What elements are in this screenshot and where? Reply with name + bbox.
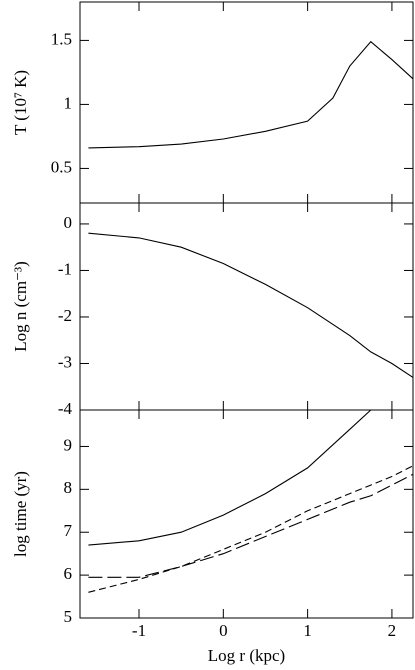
x-tick-label: -1 [132, 621, 146, 640]
panel-frame [79, 409, 414, 619]
y-tick-label: 1 [64, 93, 73, 112]
y-tick-label: 9 [64, 435, 73, 454]
x-tick-label: 0 [219, 621, 228, 640]
y-tick-label: -3 [58, 352, 72, 371]
y-axis-label: Log n (cm⁻³) [11, 261, 30, 352]
y-tick-label: 7 [64, 521, 73, 540]
y-tick-label: -4 [58, 399, 73, 418]
data-line [88, 465, 414, 593]
panel-frame [79, 202, 414, 411]
panel-frame [79, 1, 414, 204]
y-tick-label: 0.5 [51, 157, 72, 176]
x-tick-label: 1 [303, 621, 312, 640]
y-tick-label: 5 [64, 607, 73, 626]
y-tick-label: 1.5 [51, 29, 72, 48]
y-tick-label: -2 [58, 306, 72, 325]
y-axis-label: log time (yr) [11, 471, 30, 557]
y-tick-label: 8 [64, 478, 73, 497]
data-line [88, 40, 414, 149]
data-line [88, 232, 414, 378]
y-tick-label: 6 [64, 564, 73, 583]
y-axis-label: T (10⁷ K) [11, 70, 30, 135]
data-line [88, 409, 372, 546]
y-tick-label: -1 [58, 259, 72, 278]
x-tick-label: 2 [388, 621, 397, 640]
data-line [88, 473, 414, 578]
y-tick-label: 0 [64, 213, 73, 232]
x-axis-label: Log r (kpc) [208, 646, 285, 665]
